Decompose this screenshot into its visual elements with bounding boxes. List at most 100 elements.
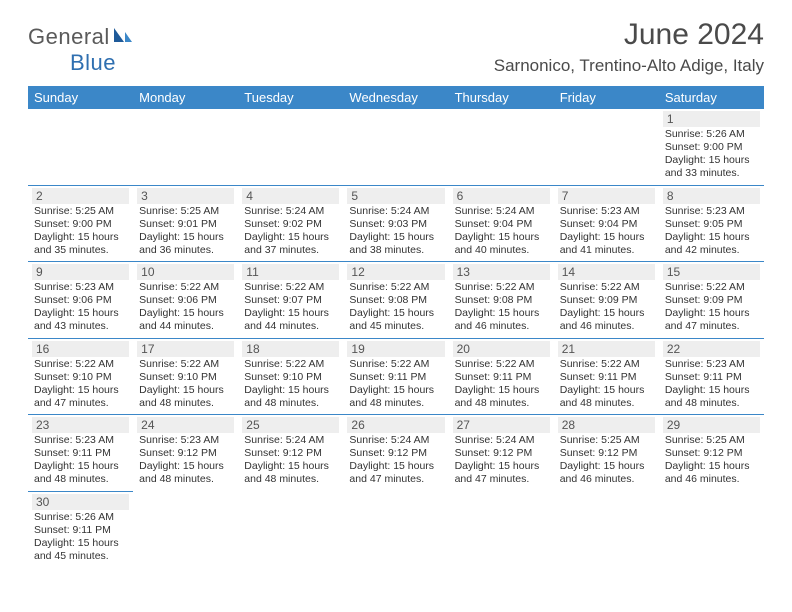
- sunrise-text: Sunrise: 5:25 AM: [139, 205, 232, 218]
- calendar-cell: 15Sunrise: 5:22 AMSunset: 9:09 PMDayligh…: [659, 262, 764, 339]
- calendar-cell: [238, 109, 343, 185]
- sunrise-text: Sunrise: 5:23 AM: [560, 205, 653, 218]
- day-number: 12: [347, 264, 444, 280]
- day-number: 5: [347, 188, 444, 204]
- daylight-text: Daylight: 15 hours and 46 minutes.: [560, 307, 653, 333]
- sunrise-text: Sunrise: 5:23 AM: [665, 205, 758, 218]
- sunset-text: Sunset: 9:12 PM: [244, 447, 337, 460]
- location-subtitle: Sarnonico, Trentino-Alto Adige, Italy: [494, 56, 764, 76]
- weekday-header: Monday: [133, 86, 238, 109]
- calendar-cell: 17Sunrise: 5:22 AMSunset: 9:10 PMDayligh…: [133, 338, 238, 415]
- calendar-cell: [449, 491, 554, 567]
- day-info: Sunrise: 5:24 AMSunset: 9:02 PMDaylight:…: [242, 205, 339, 258]
- day-info: Sunrise: 5:22 AMSunset: 9:11 PMDaylight:…: [558, 358, 655, 411]
- day-number: 21: [558, 341, 655, 357]
- calendar-cell: 10Sunrise: 5:22 AMSunset: 9:06 PMDayligh…: [133, 262, 238, 339]
- calendar-cell: 14Sunrise: 5:22 AMSunset: 9:09 PMDayligh…: [554, 262, 659, 339]
- calendar-cell: 27Sunrise: 5:24 AMSunset: 9:12 PMDayligh…: [449, 415, 554, 492]
- day-info: Sunrise: 5:26 AMSunset: 9:11 PMDaylight:…: [32, 511, 129, 564]
- sunrise-text: Sunrise: 5:24 AM: [455, 434, 548, 447]
- calendar-cell: 29Sunrise: 5:25 AMSunset: 9:12 PMDayligh…: [659, 415, 764, 492]
- sunrise-text: Sunrise: 5:26 AM: [665, 128, 758, 141]
- calendar-week-row: 1Sunrise: 5:26 AMSunset: 9:00 PMDaylight…: [28, 109, 764, 185]
- day-info: Sunrise: 5:24 AMSunset: 9:12 PMDaylight:…: [347, 434, 444, 487]
- day-number: 24: [137, 417, 234, 433]
- day-number: 23: [32, 417, 129, 433]
- day-number: 26: [347, 417, 444, 433]
- day-info: Sunrise: 5:25 AMSunset: 9:12 PMDaylight:…: [663, 434, 760, 487]
- sunrise-text: Sunrise: 5:22 AM: [349, 281, 442, 294]
- day-info: Sunrise: 5:22 AMSunset: 9:11 PMDaylight:…: [453, 358, 550, 411]
- day-number: 17: [137, 341, 234, 357]
- day-number: 9: [32, 264, 129, 280]
- sunrise-text: Sunrise: 5:25 AM: [665, 434, 758, 447]
- sunset-text: Sunset: 9:12 PM: [665, 447, 758, 460]
- sunrise-text: Sunrise: 5:24 AM: [244, 205, 337, 218]
- calendar-cell: [28, 109, 133, 185]
- sunset-text: Sunset: 9:11 PM: [665, 371, 758, 384]
- calendar-cell: 5Sunrise: 5:24 AMSunset: 9:03 PMDaylight…: [343, 185, 448, 262]
- daylight-text: Daylight: 15 hours and 35 minutes.: [34, 231, 127, 257]
- day-info: Sunrise: 5:23 AMSunset: 9:11 PMDaylight:…: [32, 434, 129, 487]
- sunrise-text: Sunrise: 5:22 AM: [34, 358, 127, 371]
- daylight-text: Daylight: 15 hours and 44 minutes.: [244, 307, 337, 333]
- day-number: 2: [32, 188, 129, 204]
- calendar-cell: 24Sunrise: 5:23 AMSunset: 9:12 PMDayligh…: [133, 415, 238, 492]
- calendar-cell: 2Sunrise: 5:25 AMSunset: 9:00 PMDaylight…: [28, 185, 133, 262]
- day-number: 3: [137, 188, 234, 204]
- sunset-text: Sunset: 9:04 PM: [455, 218, 548, 231]
- daylight-text: Daylight: 15 hours and 41 minutes.: [560, 231, 653, 257]
- calendar-cell: 28Sunrise: 5:25 AMSunset: 9:12 PMDayligh…: [554, 415, 659, 492]
- calendar-week-row: 30Sunrise: 5:26 AMSunset: 9:11 PMDayligh…: [28, 491, 764, 567]
- day-info: Sunrise: 5:23 AMSunset: 9:11 PMDaylight:…: [663, 358, 760, 411]
- sunset-text: Sunset: 9:10 PM: [34, 371, 127, 384]
- sunrise-text: Sunrise: 5:23 AM: [665, 358, 758, 371]
- sunrise-text: Sunrise: 5:25 AM: [560, 434, 653, 447]
- day-number: 27: [453, 417, 550, 433]
- daylight-text: Daylight: 15 hours and 46 minutes.: [560, 460, 653, 486]
- calendar-cell: 3Sunrise: 5:25 AMSunset: 9:01 PMDaylight…: [133, 185, 238, 262]
- calendar-cell: [343, 491, 448, 567]
- weekday-header: Tuesday: [238, 86, 343, 109]
- daylight-text: Daylight: 15 hours and 43 minutes.: [34, 307, 127, 333]
- calendar-cell: 26Sunrise: 5:24 AMSunset: 9:12 PMDayligh…: [343, 415, 448, 492]
- sunset-text: Sunset: 9:07 PM: [244, 294, 337, 307]
- day-number: 4: [242, 188, 339, 204]
- daylight-text: Daylight: 15 hours and 48 minutes.: [244, 384, 337, 410]
- day-info: Sunrise: 5:23 AMSunset: 9:04 PMDaylight:…: [558, 205, 655, 258]
- daylight-text: Daylight: 15 hours and 48 minutes.: [349, 384, 442, 410]
- day-number: 7: [558, 188, 655, 204]
- day-info: Sunrise: 5:22 AMSunset: 9:06 PMDaylight:…: [137, 281, 234, 334]
- calendar-cell: [554, 491, 659, 567]
- sunset-text: Sunset: 9:10 PM: [139, 371, 232, 384]
- sunset-text: Sunset: 9:11 PM: [560, 371, 653, 384]
- sunrise-text: Sunrise: 5:25 AM: [34, 205, 127, 218]
- day-number: 18: [242, 341, 339, 357]
- day-info: Sunrise: 5:22 AMSunset: 9:07 PMDaylight:…: [242, 281, 339, 334]
- daylight-text: Daylight: 15 hours and 45 minutes.: [349, 307, 442, 333]
- day-number: 6: [453, 188, 550, 204]
- sail-icon: [112, 24, 134, 50]
- calendar-cell: 11Sunrise: 5:22 AMSunset: 9:07 PMDayligh…: [238, 262, 343, 339]
- sunset-text: Sunset: 9:11 PM: [34, 447, 127, 460]
- daylight-text: Daylight: 15 hours and 47 minutes.: [455, 460, 548, 486]
- daylight-text: Daylight: 15 hours and 46 minutes.: [455, 307, 548, 333]
- calendar-cell: 23Sunrise: 5:23 AMSunset: 9:11 PMDayligh…: [28, 415, 133, 492]
- day-number: 16: [32, 341, 129, 357]
- calendar-cell: 13Sunrise: 5:22 AMSunset: 9:08 PMDayligh…: [449, 262, 554, 339]
- day-info: Sunrise: 5:22 AMSunset: 9:09 PMDaylight:…: [558, 281, 655, 334]
- calendar-cell: 8Sunrise: 5:23 AMSunset: 9:05 PMDaylight…: [659, 185, 764, 262]
- daylight-text: Daylight: 15 hours and 38 minutes.: [349, 231, 442, 257]
- sunrise-text: Sunrise: 5:24 AM: [455, 205, 548, 218]
- daylight-text: Daylight: 15 hours and 44 minutes.: [139, 307, 232, 333]
- calendar-cell: 18Sunrise: 5:22 AMSunset: 9:10 PMDayligh…: [238, 338, 343, 415]
- calendar-cell: 22Sunrise: 5:23 AMSunset: 9:11 PMDayligh…: [659, 338, 764, 415]
- sunrise-text: Sunrise: 5:26 AM: [34, 511, 127, 524]
- sunrise-text: Sunrise: 5:22 AM: [455, 281, 548, 294]
- weekday-header: Wednesday: [343, 86, 448, 109]
- daylight-text: Daylight: 15 hours and 47 minutes.: [665, 307, 758, 333]
- calendar-cell: [238, 491, 343, 567]
- sunset-text: Sunset: 9:01 PM: [139, 218, 232, 231]
- calendar-cell: [133, 491, 238, 567]
- sunset-text: Sunset: 9:11 PM: [349, 371, 442, 384]
